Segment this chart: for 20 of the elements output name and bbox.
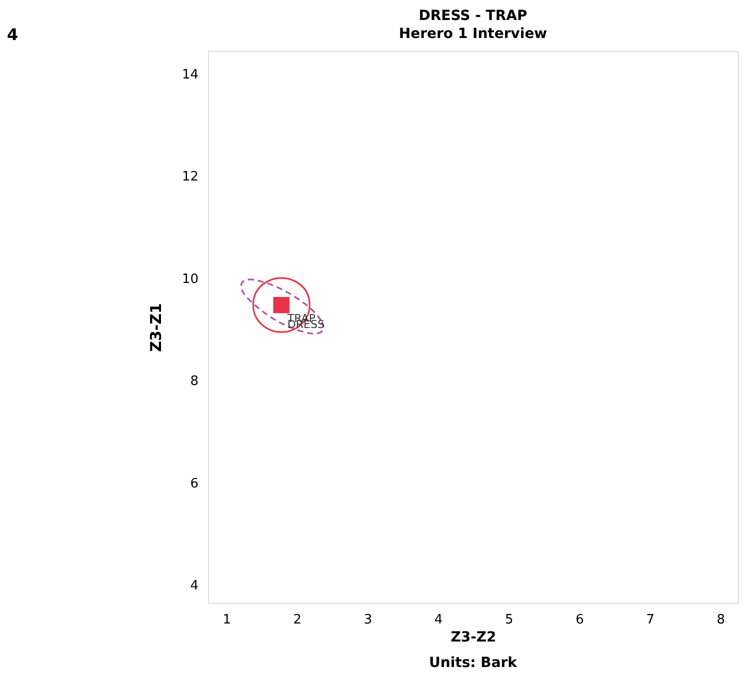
x-tick-label: 2 xyxy=(293,612,302,628)
y-tick-label: 4 xyxy=(190,578,198,594)
y-axis-title: Z3-Z1 xyxy=(146,303,165,352)
chart-title: DRESS - TRAP xyxy=(418,8,528,24)
x-tick-label: 6 xyxy=(576,612,584,628)
x-tick-label: 4 xyxy=(434,612,443,628)
x-tick-label: 8 xyxy=(716,612,725,628)
y-tick-label: 8 xyxy=(190,374,198,390)
y-tick-label: 12 xyxy=(182,170,198,185)
x-tick-label: 5 xyxy=(505,612,514,628)
y-tick-label: 6 xyxy=(190,476,198,492)
x-tick-label: 1 xyxy=(222,612,231,628)
y-tick-label: 14 xyxy=(182,68,198,82)
chart-subtitle: Herero 1 Interview xyxy=(398,26,548,42)
x-tick-label: 3 xyxy=(364,612,372,628)
y-tick-label: 10 xyxy=(182,272,198,287)
x-tick-label: 7 xyxy=(646,612,654,628)
text: 4 xyxy=(7,25,18,44)
x-axis-title: Z3-Z2 xyxy=(450,630,496,646)
text: Units: Bark xyxy=(429,655,518,671)
